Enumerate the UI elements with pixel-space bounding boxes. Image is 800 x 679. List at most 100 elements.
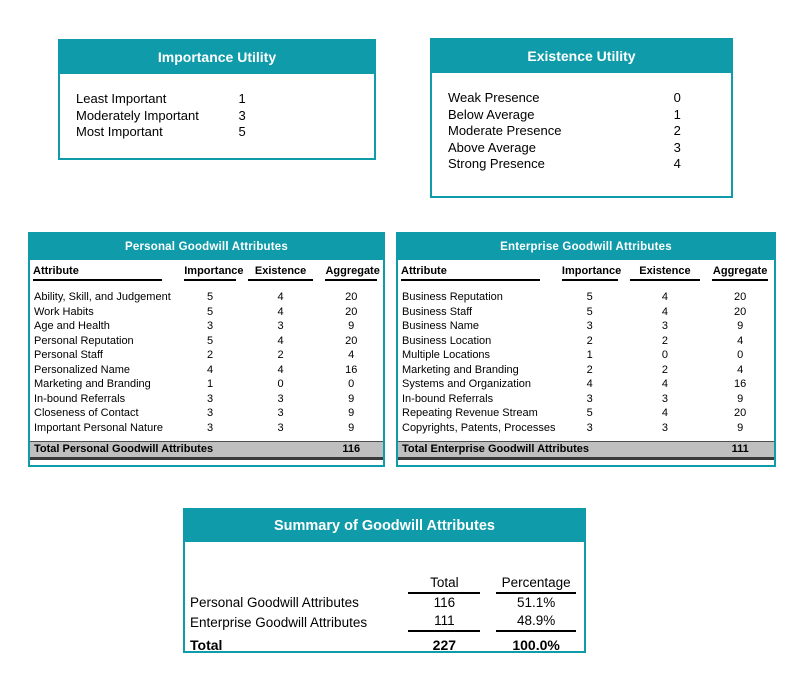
attribute-row: In-bound Referrals 3 3 9: [398, 392, 774, 407]
attribute-cell: Marketing and Branding: [402, 363, 519, 376]
attribute-row: Marketing and Branding 2 2 4: [398, 363, 774, 378]
aggregate-cell: 0: [737, 349, 744, 361]
summary-total-label: Total: [190, 637, 223, 653]
enterprise-goodwill-table: Enterprise Goodwill Attributes Attribute…: [396, 232, 776, 467]
existence-utility-title: Existence Utility: [432, 40, 731, 73]
enterprise-goodwill-title: Enterprise Goodwill Attributes: [398, 234, 774, 260]
existence-utility-table: Existence Utility Weak Presence 0 Below …: [430, 38, 733, 198]
aggregate-cell: 4: [737, 363, 744, 376]
existence-cell: 2: [277, 349, 284, 361]
summary-row-percentage: 51.1%: [516, 595, 556, 610]
attribute-row: Business Reputation 5 4 20: [398, 290, 774, 305]
existence-cell: 4: [277, 291, 284, 303]
utility-row-value: 1: [238, 91, 246, 106]
utility-row-label: Moderate Presence: [448, 123, 562, 138]
summary-row-enterprise: Enterprise Goodwill Attributes 111 48.9%: [185, 612, 584, 632]
attribute-row: Personal Reputation 5 4 20: [30, 334, 383, 349]
importance-cell: 3: [586, 320, 593, 332]
attribute-row: Repeating Revenue Stream 5 4 20: [398, 406, 774, 421]
aggregate-cell: 9: [737, 392, 744, 405]
summary-column-headers: Total Percentage: [185, 574, 584, 594]
existence-utility-body: Weak Presence 0 Below Average 1 Moderate…: [432, 73, 731, 173]
utility-row-label: Moderately Important: [76, 107, 199, 123]
attribute-cell: Systems and Organization: [402, 378, 532, 390]
importance-cell: 2: [586, 363, 593, 376]
attribute-row: Closeness of Contact 3 3 9: [30, 406, 383, 421]
existence-cell: 4: [277, 363, 284, 376]
existence-cell: 4: [661, 291, 668, 303]
summary-row-personal: Personal Goodwill Attributes 116 51.1%: [185, 594, 584, 612]
aggregate-cell: 20: [734, 291, 747, 303]
personal-total-label: Total Personal Goodwill Attributes: [34, 443, 214, 455]
attribute-row: In-bound Referrals 3 3 9: [30, 392, 383, 407]
attribute-cell: Important Personal Nature: [34, 421, 164, 434]
utility-row-value: 0: [673, 90, 681, 105]
importance-cell: 3: [206, 320, 214, 332]
existence-cell: 3: [277, 421, 284, 434]
aggregate-cell: 20: [345, 305, 358, 318]
aggregate-cell: 9: [737, 421, 744, 434]
attribute-cell: Business Reputation: [402, 291, 503, 303]
aggregate-cell: 9: [737, 320, 744, 332]
enterprise-total-label: Total Enterprise Goodwill Attributes: [402, 443, 590, 455]
aggregate-cell: 9: [348, 392, 355, 405]
importance-cell: 5: [206, 305, 214, 318]
importance-cell: 3: [586, 392, 593, 405]
enterprise-total-value: 111: [731, 443, 749, 455]
aggregate-cell: 4: [737, 334, 744, 347]
utility-row: Strong Presence 4: [432, 156, 731, 173]
utility-row-label: Most Important: [76, 124, 163, 139]
attribute-cell: Personal Reputation: [34, 334, 134, 347]
utility-row-label: Strong Presence: [448, 156, 545, 171]
existence-cell: 3: [277, 392, 284, 405]
existence-cell: 4: [661, 378, 668, 390]
existence-cell: 3: [661, 392, 668, 405]
attribute-row: Ability, Skill, and Judgement 5 4 20: [30, 290, 383, 305]
summary-row-total: 116: [433, 595, 456, 610]
existence-cell: 3: [661, 320, 668, 332]
importance-cell: 3: [586, 421, 593, 434]
attribute-cell: Work Habits: [34, 305, 94, 318]
enterprise-total-row: Total Enterprise Goodwill Attributes 111: [398, 441, 774, 460]
existence-cell: 4: [277, 305, 284, 318]
importance-cell: 5: [586, 291, 593, 303]
aggregate-cell: 9: [348, 407, 355, 419]
attribute-row: Marketing and Branding 1 0 0: [30, 377, 383, 392]
utility-row-value: 3: [238, 107, 246, 123]
summary-row-label: Enterprise Goodwill Attributes: [190, 615, 368, 630]
attribute-cell: In-bound Referrals: [34, 392, 126, 405]
utility-row-value: 3: [673, 139, 681, 155]
utility-row: Weak Presence 0: [432, 90, 731, 107]
attribute-cell: Copyrights, Patents, Processes, Etc.: [402, 421, 556, 434]
utility-row: Most Important 5: [60, 124, 374, 141]
importance-cell: 4: [206, 363, 214, 376]
summary-title: Summary of Goodwill Attributes: [185, 510, 584, 542]
column-header-existence: Existence: [247, 265, 314, 281]
column-header-percentage: Percentage: [496, 574, 576, 594]
personal-rows: Ability, Skill, and Judgement 5 4 20 Wor…: [30, 290, 383, 435]
importance-utility-title: Importance Utility: [60, 41, 374, 74]
attribute-cell: Marketing and Branding: [34, 378, 151, 390]
attribute-row: Business Location 2 2 4: [398, 334, 774, 349]
utility-row-value: 1: [673, 106, 681, 122]
aggregate-cell: 16: [734, 378, 747, 390]
utility-row-label: Weak Presence: [448, 90, 540, 105]
utility-row: Moderate Presence 2: [432, 123, 731, 140]
existence-cell: 4: [277, 334, 284, 347]
utility-row-label: Least Important: [76, 91, 167, 106]
attribute-cell: In-bound Referrals: [402, 392, 494, 405]
utility-row-value: 4: [673, 156, 681, 171]
importance-cell: 3: [206, 407, 214, 419]
attribute-row: Important Personal Nature 3 3 9: [30, 421, 383, 436]
existence-cell: 4: [661, 407, 668, 419]
importance-utility-body: Least Important 1 Moderately Important 3…: [60, 74, 374, 141]
summary-total-row: Total 227 100.0%: [185, 632, 584, 655]
attribute-cell: Personalized Name: [34, 363, 130, 376]
enterprise-rows: Business Reputation 5 4 20 Business Staf…: [398, 290, 774, 435]
column-header-attribute: Attribute: [33, 265, 163, 281]
utility-row: Below Average 1: [432, 107, 731, 124]
aggregate-cell: 20: [345, 334, 358, 347]
importance-cell: 5: [206, 334, 214, 347]
aggregate-cell: 4: [348, 349, 355, 361]
